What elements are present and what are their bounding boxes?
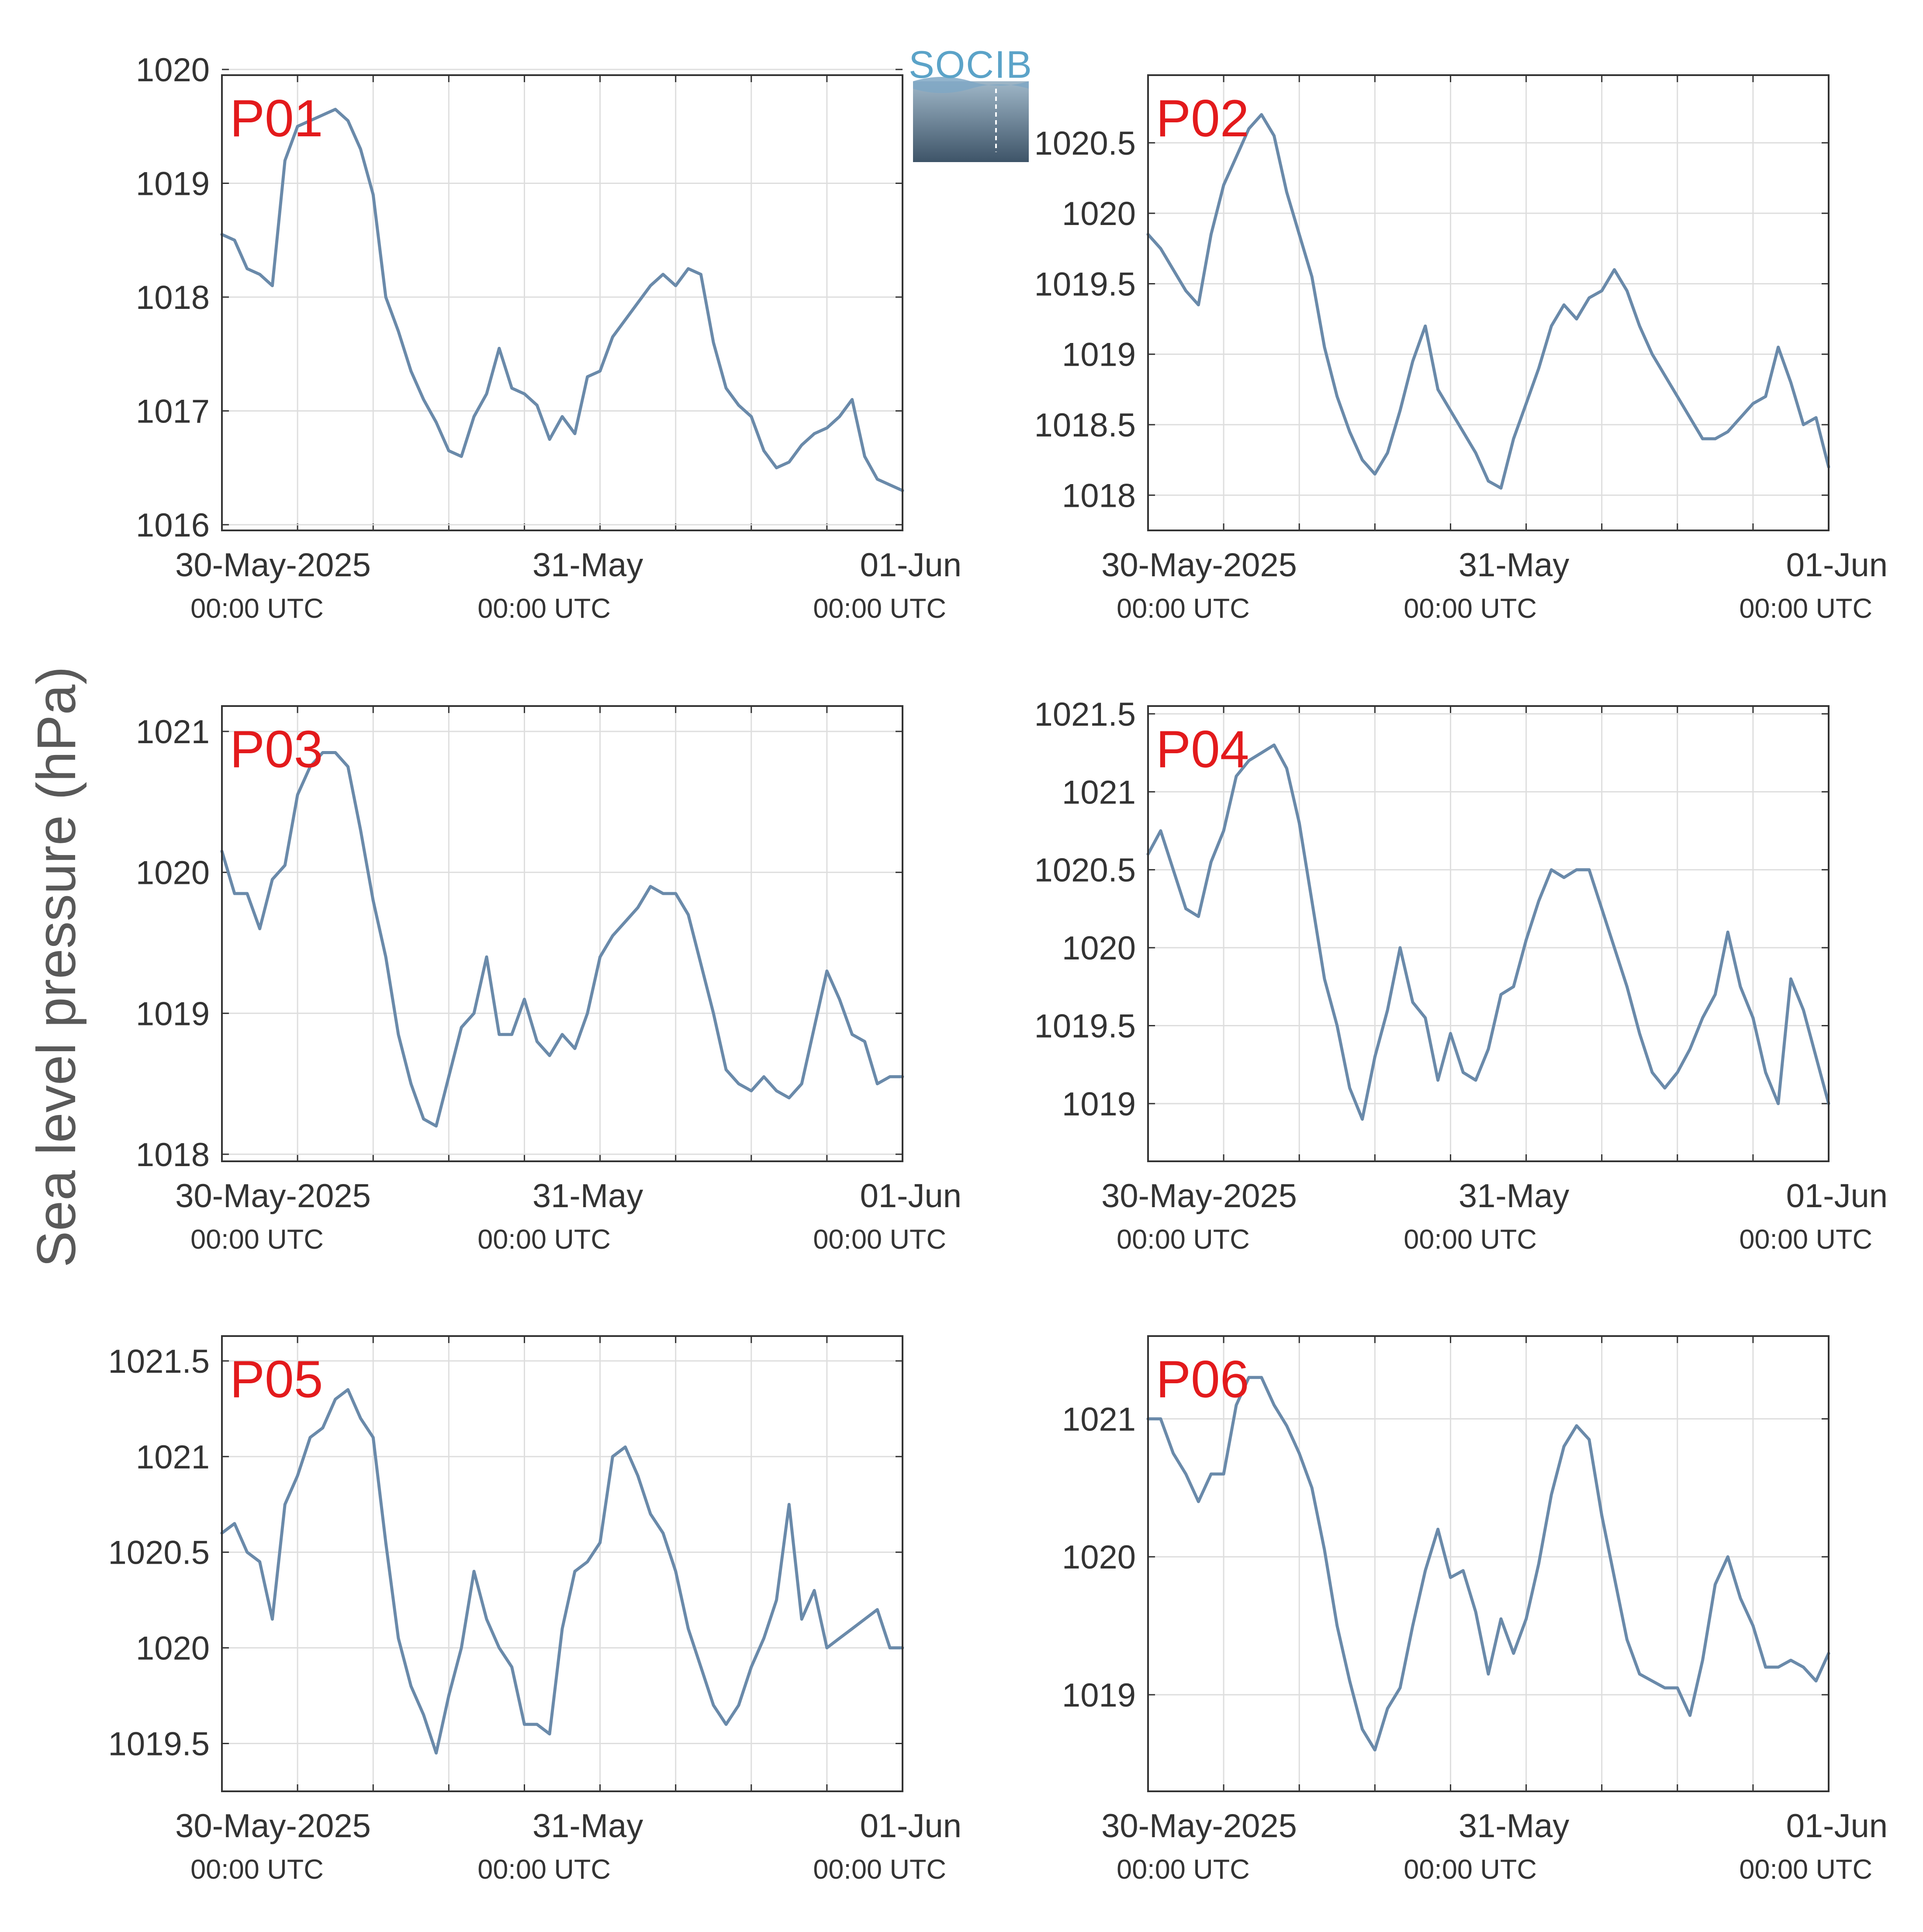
y-axis-label: Sea level pressure (hPa) [26,666,87,1267]
panel-label: P01 [230,89,323,148]
x-tick-label: 31-May [533,547,643,584]
x-tick-label: 30-May-2025 [1101,1807,1297,1845]
x-tick-sublabel: 00:00 UTC [190,593,324,624]
panel-p02: 1018 1018.5 1019 1019.5 1020 1020.5 30-May-202… [1034,74,1888,624]
x-tick-sublabel: 00:00 UTC [477,593,611,624]
y-tick-label: 1019.5 [1034,1008,1136,1045]
x-tick-label: 01-Jun [860,1807,962,1845]
x-tick-sublabel: 00:00 UTC [1117,1224,1250,1255]
series-line [1146,1376,1830,1752]
panel-p01: 1016 1017 1018 1019 1020 30-May-2025 00:00 UTC… [136,52,962,624]
x-tick-sublabel: 00:00 UTC [477,1854,611,1885]
axes-frame [221,74,903,531]
y-tick-label: 1021.5 [1034,696,1136,733]
panel-label: P03 [230,720,323,779]
y-tick-label: 1019.5 [1034,266,1136,303]
x-tick-sublabel: 00:00 UTC [813,1854,946,1885]
axes-frame [1147,74,1830,531]
series-line [220,107,904,492]
x-tick-label: 30-May-2025 [1101,1177,1297,1215]
x-tick-label: 01-Jun [860,547,962,584]
x-tick-sublabel: 00:00 UTC [1117,593,1250,624]
y-tick-label: 1019 [1062,1677,1136,1714]
series-line [1146,113,1830,490]
y-tick-label: 1020 [136,1630,210,1667]
x-tick-label: 31-May [533,1177,643,1215]
axes-frame [1147,705,1830,1162]
x-tick-sublabel: 00:00 UTC [1404,1224,1537,1255]
y-tick-label: 1019 [136,995,210,1032]
panel-p06: 1019 1020 1021 30-May-2025 00:00 UTC 31-May 00… [1062,1335,1888,1885]
panel-p03: 1018 1019 1020 1021 30-May-2025 00:00 UTC 31-M… [136,705,962,1255]
logo-wave [913,77,1029,93]
y-tick-label: 1018 [136,279,210,316]
x-tick-label: 30-May-2025 [175,547,371,584]
y-tick-label: 1018.5 [1034,407,1136,444]
y-tick-label: 1019 [136,165,210,202]
y-tick-label: 1021 [136,1439,210,1476]
x-tick-sublabel: 00:00 UTC [1404,1854,1537,1885]
x-tick-sublabel: 00:00 UTC [813,1224,946,1255]
x-tick-sublabel: 00:00 UTC [1739,1854,1872,1885]
y-tick-label: 1020.5 [1034,852,1136,889]
y-tick-label: 1016 [136,507,210,544]
x-tick-label: 01-Jun [1786,1177,1888,1215]
x-tick-label: 01-Jun [860,1177,962,1215]
socib-logo: SOCIB [909,43,1033,162]
x-tick-sublabel: 00:00 UTC [1404,593,1537,624]
x-tick-sublabel: 00:00 UTC [1739,593,1872,624]
y-tick-label: 1020.5 [1034,125,1136,162]
axes-frame [221,1335,903,1792]
x-tick-sublabel: 00:00 UTC [190,1854,324,1885]
y-tick-label: 1020 [1062,930,1136,967]
series-line [220,1388,904,1755]
x-tick-label: 31-May [1459,1177,1569,1215]
panel-label: P05 [230,1350,323,1409]
x-tick-sublabel: 00:00 UTC [1117,1854,1250,1885]
panel-label: P02 [1156,89,1249,148]
x-tick-label: 31-May [1459,547,1569,584]
x-tick-sublabel: 00:00 UTC [190,1224,324,1255]
x-tick-sublabel: 00:00 UTC [1739,1224,1872,1255]
x-tick-label: 30-May-2025 [1101,547,1297,584]
y-tick-label: 1018 [1062,477,1136,514]
y-tick-label: 1019 [1062,1086,1136,1123]
y-tick-label: 1021 [1062,774,1136,811]
y-tick-label: 1021.5 [108,1343,210,1380]
panel-p04: 1019 1019.5 1020 1020.5 1021 1021.5 30-May-202… [1034,696,1888,1255]
x-tick-label: 31-May [1459,1807,1569,1845]
logo-text: SOCIB [909,43,1033,86]
axes-frame [221,705,903,1162]
panel-label: P04 [1156,720,1249,779]
series-line [1146,743,1830,1121]
y-tick-label: 1020 [136,52,210,89]
y-tick-label: 1021 [136,713,210,751]
x-tick-sublabel: 00:00 UTC [813,593,946,624]
panel-p05: 1019.5 1020 1020.5 1021 1021.5 30-May-2025 00:… [108,1335,962,1885]
y-tick-label: 1020.5 [108,1534,210,1572]
axes-frame [1147,1335,1830,1792]
panels: 1016 1017 1018 1019 1020 30-May-2025 00:00 UTC… [108,52,1888,1885]
logo-water-block [913,81,1029,162]
x-tick-label: 31-May [533,1807,643,1845]
series-line [220,751,904,1128]
y-tick-label: 1018 [136,1136,210,1174]
panel-label: P06 [1156,1350,1249,1409]
x-tick-label: 01-Jun [1786,1807,1888,1845]
y-tick-label: 1020 [136,855,210,892]
y-tick-label: 1019.5 [108,1726,210,1763]
x-tick-label: 01-Jun [1786,547,1888,584]
y-tick-label: 1021 [1062,1401,1136,1438]
y-tick-label: 1017 [136,393,210,430]
x-tick-sublabel: 00:00 UTC [477,1224,611,1255]
y-tick-label: 1020 [1062,1539,1136,1576]
y-tick-label: 1020 [1062,195,1136,232]
x-tick-label: 30-May-2025 [175,1177,371,1215]
x-tick-label: 30-May-2025 [175,1807,371,1845]
y-tick-label: 1019 [1062,336,1136,374]
